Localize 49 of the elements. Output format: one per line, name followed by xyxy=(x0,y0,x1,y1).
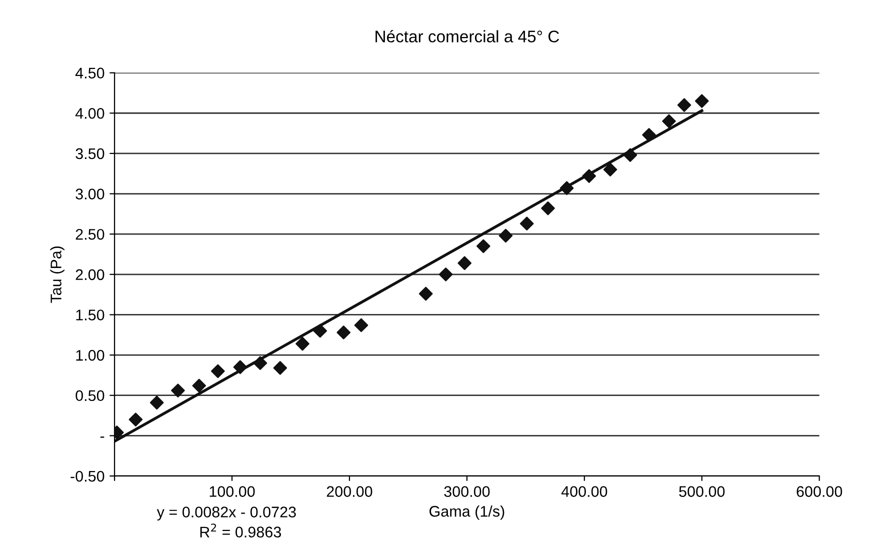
point xyxy=(694,94,709,108)
point xyxy=(476,239,490,254)
point xyxy=(520,216,534,231)
y-tick-label: 3.00 xyxy=(76,188,104,200)
point xyxy=(541,201,555,216)
point xyxy=(233,360,248,374)
point xyxy=(560,181,574,196)
y-tick-label: 4.00 xyxy=(75,108,104,119)
point xyxy=(498,228,513,243)
y-axis-title: Tau (Pa) xyxy=(50,246,64,303)
point xyxy=(253,356,268,370)
y-tick-label: - xyxy=(100,436,104,438)
point xyxy=(418,286,433,301)
point xyxy=(313,324,328,338)
y-tick-label: 4.50 xyxy=(75,68,104,78)
point xyxy=(336,326,350,340)
y-tick-label: 0.50 xyxy=(76,390,104,402)
point xyxy=(171,384,185,398)
point xyxy=(438,267,453,282)
point xyxy=(677,98,692,112)
x-tick-label: 600.00 xyxy=(796,486,842,497)
point xyxy=(128,412,143,426)
point xyxy=(458,256,472,270)
point xyxy=(662,114,676,128)
point xyxy=(582,169,596,183)
x-tick-label: 200.00 xyxy=(326,486,372,497)
y-tick-label: 1.50 xyxy=(76,310,104,320)
x-tick-label: 400.00 xyxy=(561,486,608,497)
point xyxy=(150,396,164,410)
text: R$^{2}$ = 0.9863 xyxy=(200,524,281,538)
y-tick-label: 2.50 xyxy=(76,228,104,240)
point xyxy=(603,162,618,176)
x-tick-label: 100.00 xyxy=(210,486,255,497)
x-tick-label: 500.00 xyxy=(679,486,725,497)
point xyxy=(623,148,638,162)
y-tick-label: 1.00 xyxy=(76,350,104,361)
chart-title: Néctar comercial a 45° C xyxy=(376,30,560,42)
point xyxy=(192,378,206,393)
y-tick-label: -0.50 xyxy=(70,470,104,482)
y-tick-label: 2.00 xyxy=(76,269,104,280)
y-tick-label: 3.50 xyxy=(76,148,104,160)
x-tick-label: 300.00 xyxy=(444,486,490,497)
point xyxy=(354,318,368,332)
point xyxy=(273,361,288,375)
point xyxy=(210,364,225,378)
point xyxy=(642,128,656,142)
x-axis-title: Gama (1/s) xyxy=(430,506,504,520)
text: y = 0.0082x - 0.0723 xyxy=(156,506,296,520)
point xyxy=(296,336,310,351)
